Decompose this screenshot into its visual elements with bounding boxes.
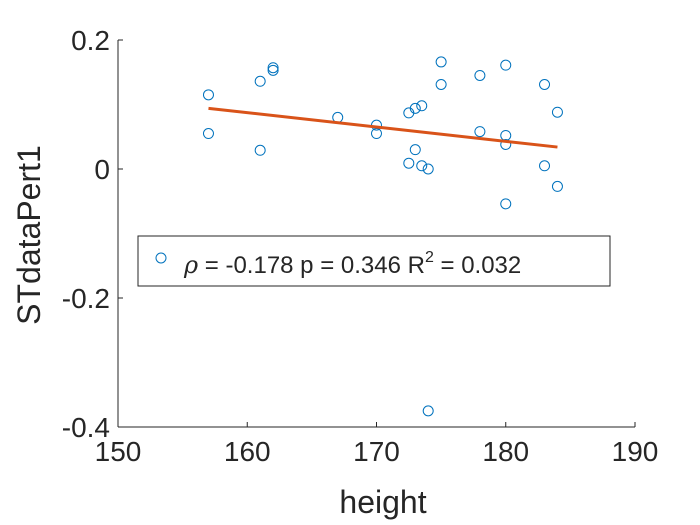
data-point [267,64,279,76]
legend-marker [155,252,167,264]
data-point [416,100,428,112]
data-point [500,59,512,71]
x-axis-title: height [339,484,426,520]
data-point [403,157,415,169]
data-point [435,56,447,68]
y-ticks: 0.2 0 -0.2 -0.4 [62,25,123,443]
fit-line [208,106,558,149]
y-tick-label: -0.2 [62,283,110,314]
y-axis-title: STdataPert1 [11,145,47,325]
data-point [551,106,563,118]
legend-r2-text: = 0.032 [434,252,521,279]
data-point [416,160,428,172]
axes [117,40,635,428]
data-point [539,160,551,172]
x-ticks: 150 160 170 180 190 [95,422,659,467]
data-point [539,79,551,91]
data-point [551,180,563,192]
data-point [474,69,486,81]
data-point [409,102,421,114]
data-point [422,405,434,417]
y-tick-label: 0 [94,154,110,185]
data-point [371,128,382,140]
data-points [202,56,563,417]
data-point [435,79,447,91]
data-point [254,144,266,156]
x-tick-label: 170 [353,436,400,467]
legend: ρ = -0.178 p = 0.346 R2 = 0.032 [137,235,611,287]
x-tick-label: 160 [224,436,271,467]
x-tick-label: 180 [482,436,529,467]
data-point [267,62,279,74]
data-point [254,75,266,87]
data-point [202,89,214,101]
data-point [500,129,512,141]
legend-r2-exponent: 2 [425,249,434,266]
y-tick-label: -0.4 [62,412,110,443]
data-point [474,126,486,138]
data-point [202,128,214,140]
legend-rho-text: = -0.178 p = 0.346 R [198,252,425,279]
y-tick-label: 0.2 [71,25,110,56]
data-point [500,198,512,210]
data-point [409,144,421,156]
data-point [422,163,434,175]
x-tick-label: 150 [95,436,142,467]
x-tick-label: 190 [612,436,659,467]
legend-rho-symbol: ρ [183,251,198,279]
legend-box [137,235,611,287]
legend-label: ρ = -0.178 p = 0.346 R2 = 0.032 [183,249,521,279]
data-point [500,138,512,150]
